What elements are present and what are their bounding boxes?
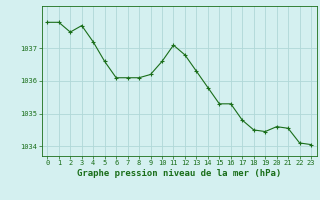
X-axis label: Graphe pression niveau de la mer (hPa): Graphe pression niveau de la mer (hPa) <box>77 169 281 178</box>
